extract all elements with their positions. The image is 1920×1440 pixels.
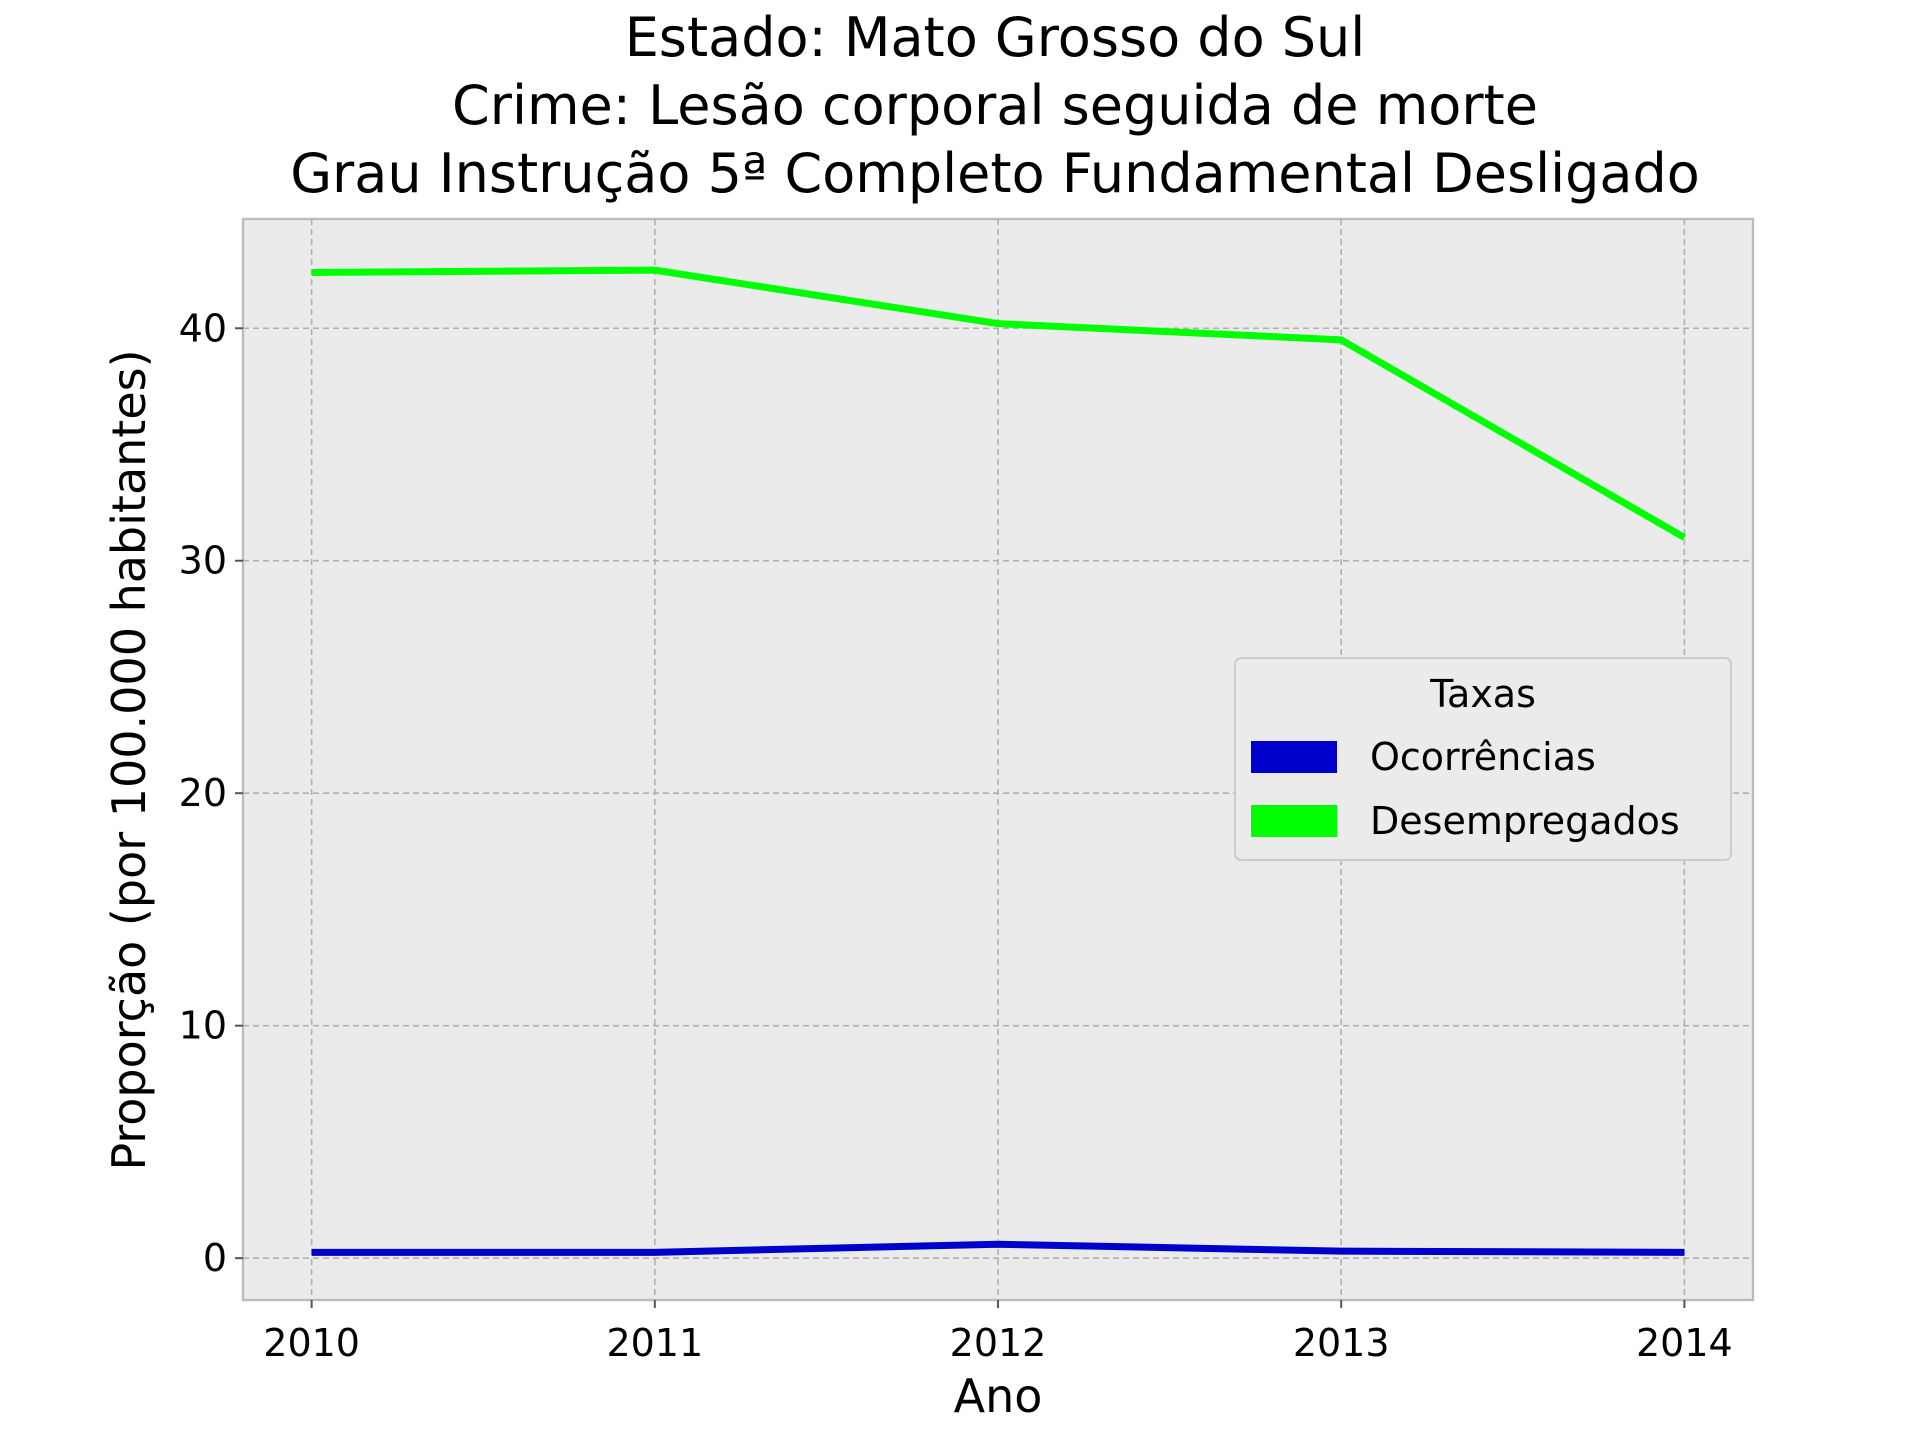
legend-swatch-desempregados	[1251, 805, 1337, 837]
legend-box	[1234, 657, 1732, 861]
grid	[243, 219, 1753, 1300]
legend-label-desempregados: Desempregados	[1370, 799, 1680, 843]
title-line-2: Crime: Lesão corporal seguida de morte	[452, 74, 1538, 137]
axis-ticks: 2010 2011 2012 2013 2014 0 10 20 30 40	[179, 306, 1733, 1365]
x-tick-label: 2011	[606, 1321, 703, 1365]
legend-label-ocorrencias: Ocorrências	[1370, 735, 1596, 779]
series-lines	[311, 266, 1687, 1256]
y-tick-label: 30	[179, 539, 227, 583]
y-tick-label: 40	[179, 306, 227, 350]
x-tick-label: 2012	[950, 1321, 1047, 1365]
title-line-1: Estado: Mato Grosso do Sul	[625, 6, 1366, 69]
x-tick-label: 2010	[263, 1321, 360, 1365]
legend-swatch-ocorrencias	[1251, 741, 1337, 773]
y-tick-label: 10	[179, 1004, 227, 1048]
y-tick-label: 20	[179, 771, 227, 815]
legend-title: Taxas	[1429, 672, 1536, 716]
x-tick-label: 2013	[1293, 1321, 1390, 1365]
title-line-3: Grau Instrução 5ª Completo Fundamental D…	[290, 142, 1700, 205]
y-axis-label: Proporção (por 100.000 habitantes)	[102, 349, 156, 1170]
chart-title: Estado: Mato Grosso do Sul Crime: Lesão …	[290, 6, 1700, 205]
x-axis-label: Ano	[954, 1369, 1043, 1423]
legend: Taxas Ocorrências Desempregados	[1234, 657, 1732, 861]
x-tick-label: 2014	[1636, 1321, 1733, 1365]
y-tick-label: 0	[203, 1236, 227, 1280]
